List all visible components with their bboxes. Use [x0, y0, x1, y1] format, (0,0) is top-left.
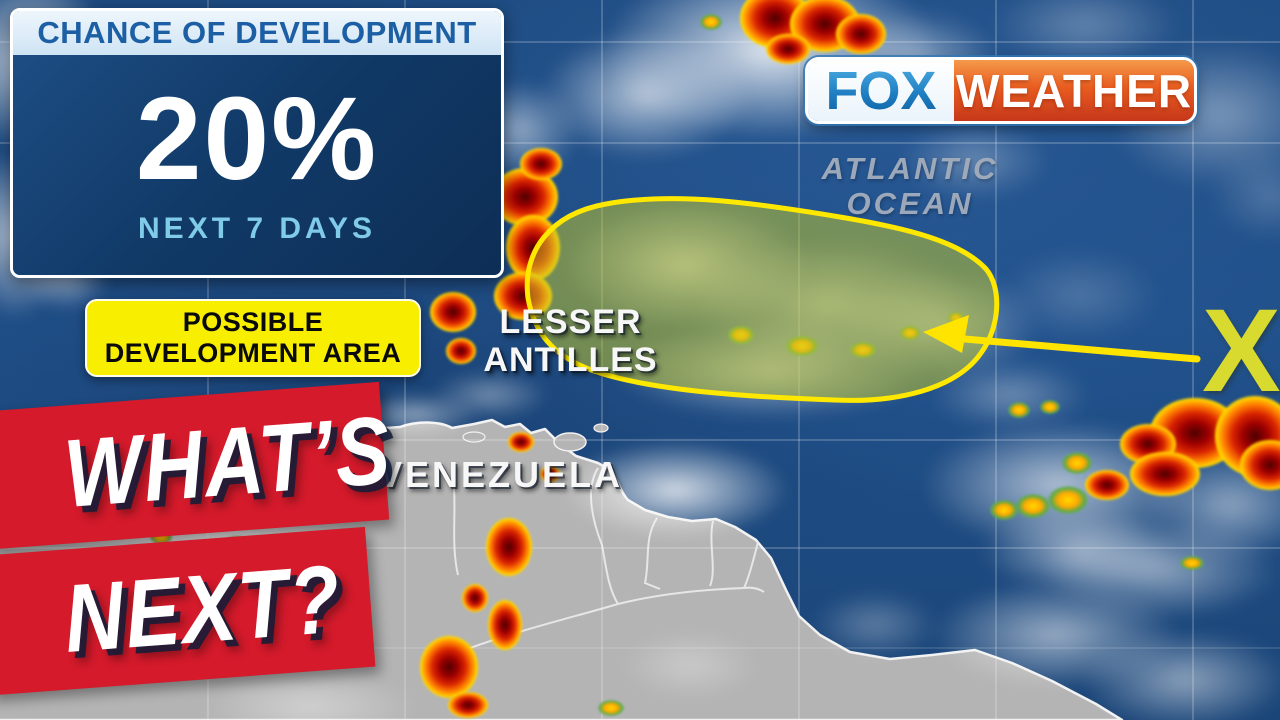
development-percent-value: 20% [135, 72, 379, 205]
cloud-blob [690, 240, 970, 370]
cloud-blob [1000, 250, 1160, 340]
storm-cell [506, 215, 560, 281]
shower-speck [900, 326, 920, 340]
dev-tag-line2: DEVELOPMENT AREA [104, 338, 402, 368]
shower-speck [1040, 400, 1060, 414]
shower-speck [1062, 452, 1092, 474]
cloud-blob [920, 420, 1200, 550]
cloud-blob [620, 630, 760, 700]
cloud-blob [1040, 520, 1280, 620]
cloud-blob [930, 580, 1180, 690]
antilles-label-line1: LESSER [499, 303, 642, 341]
storm-cell [448, 692, 488, 718]
cloud-blob [840, 270, 1040, 380]
fox-logo-segment: FOX [808, 60, 954, 121]
storm-cell [488, 600, 522, 650]
storm-cell [1120, 424, 1176, 464]
weather-logo-segment: WEATHER [954, 60, 1194, 121]
shower-speck [1016, 494, 1050, 518]
cloud-blob [1140, 450, 1280, 560]
storm-cell [790, 0, 860, 52]
shower-speck [728, 326, 754, 344]
storm-cell [740, 0, 810, 48]
shower-speck [1008, 402, 1030, 418]
cloud-blob [810, 590, 940, 660]
storm-cell [420, 636, 478, 698]
shower-speck [1180, 556, 1204, 570]
storm-x-marker-icon: X [1202, 285, 1280, 417]
shower-speck [948, 312, 964, 324]
chance-of-development-panel: CHANCE OF DEVELOPMENT 20% NEXT 7 DAYS [10, 8, 504, 278]
atlantic-ocean-label: ATLANTIC OCEAN [795, 151, 1025, 221]
storm-cell [508, 432, 534, 452]
storm-cell [462, 584, 488, 612]
headline-line1: WHAT’S [60, 395, 396, 528]
headline-line2: NEXT? [60, 544, 346, 673]
dev-tag-line1: POSSIBLE [182, 306, 324, 337]
antilles-label-line2: ANTILLES [483, 341, 658, 380]
panel-body: 20% NEXT 7 DAYS [13, 55, 501, 275]
panel-header: CHANCE OF DEVELOPMENT [13, 11, 501, 55]
possible-development-area-tag: POSSIBLE DEVELOPMENT AREA [85, 299, 421, 377]
shower-speck [786, 336, 818, 356]
storm-cell [1130, 452, 1200, 496]
storm-cell [836, 14, 886, 54]
storm-cell [1240, 440, 1280, 490]
storm-cell [486, 518, 532, 576]
storm-cell [1085, 470, 1129, 500]
cloud-blob [540, 30, 750, 160]
shower-speck [598, 700, 624, 716]
weather-logo-text: WEATHER [955, 64, 1193, 117]
fox-logo-text: FOX [825, 60, 937, 121]
cloud-blob [200, 672, 420, 720]
lesser-antilles-label: LESSER ANTILLES [468, 303, 673, 379]
shower-speck [1048, 486, 1088, 514]
development-period-label: NEXT 7 DAYS [138, 211, 376, 245]
cloud-blob [930, 360, 1090, 430]
cloud-blob [1210, 150, 1280, 240]
headline-banner-bottom: NEXT? [0, 526, 376, 696]
ocean-label-line2: OCEAN [846, 185, 974, 221]
storm-cell [766, 34, 810, 64]
shower-speck [850, 342, 876, 358]
ocean-label-line1: ATLANTIC [821, 151, 999, 186]
storm-cell [520, 148, 562, 180]
shower-speck [990, 500, 1018, 520]
shower-speck [700, 14, 722, 30]
venezuela-label: VENEZUELA [378, 454, 624, 495]
fox-weather-logo: FOX WEATHER [805, 57, 1197, 124]
cloud-blob [1080, 630, 1280, 720]
cloud-blob [980, 505, 1180, 595]
panel-header-title: CHANCE OF DEVELOPMENT [37, 15, 477, 50]
